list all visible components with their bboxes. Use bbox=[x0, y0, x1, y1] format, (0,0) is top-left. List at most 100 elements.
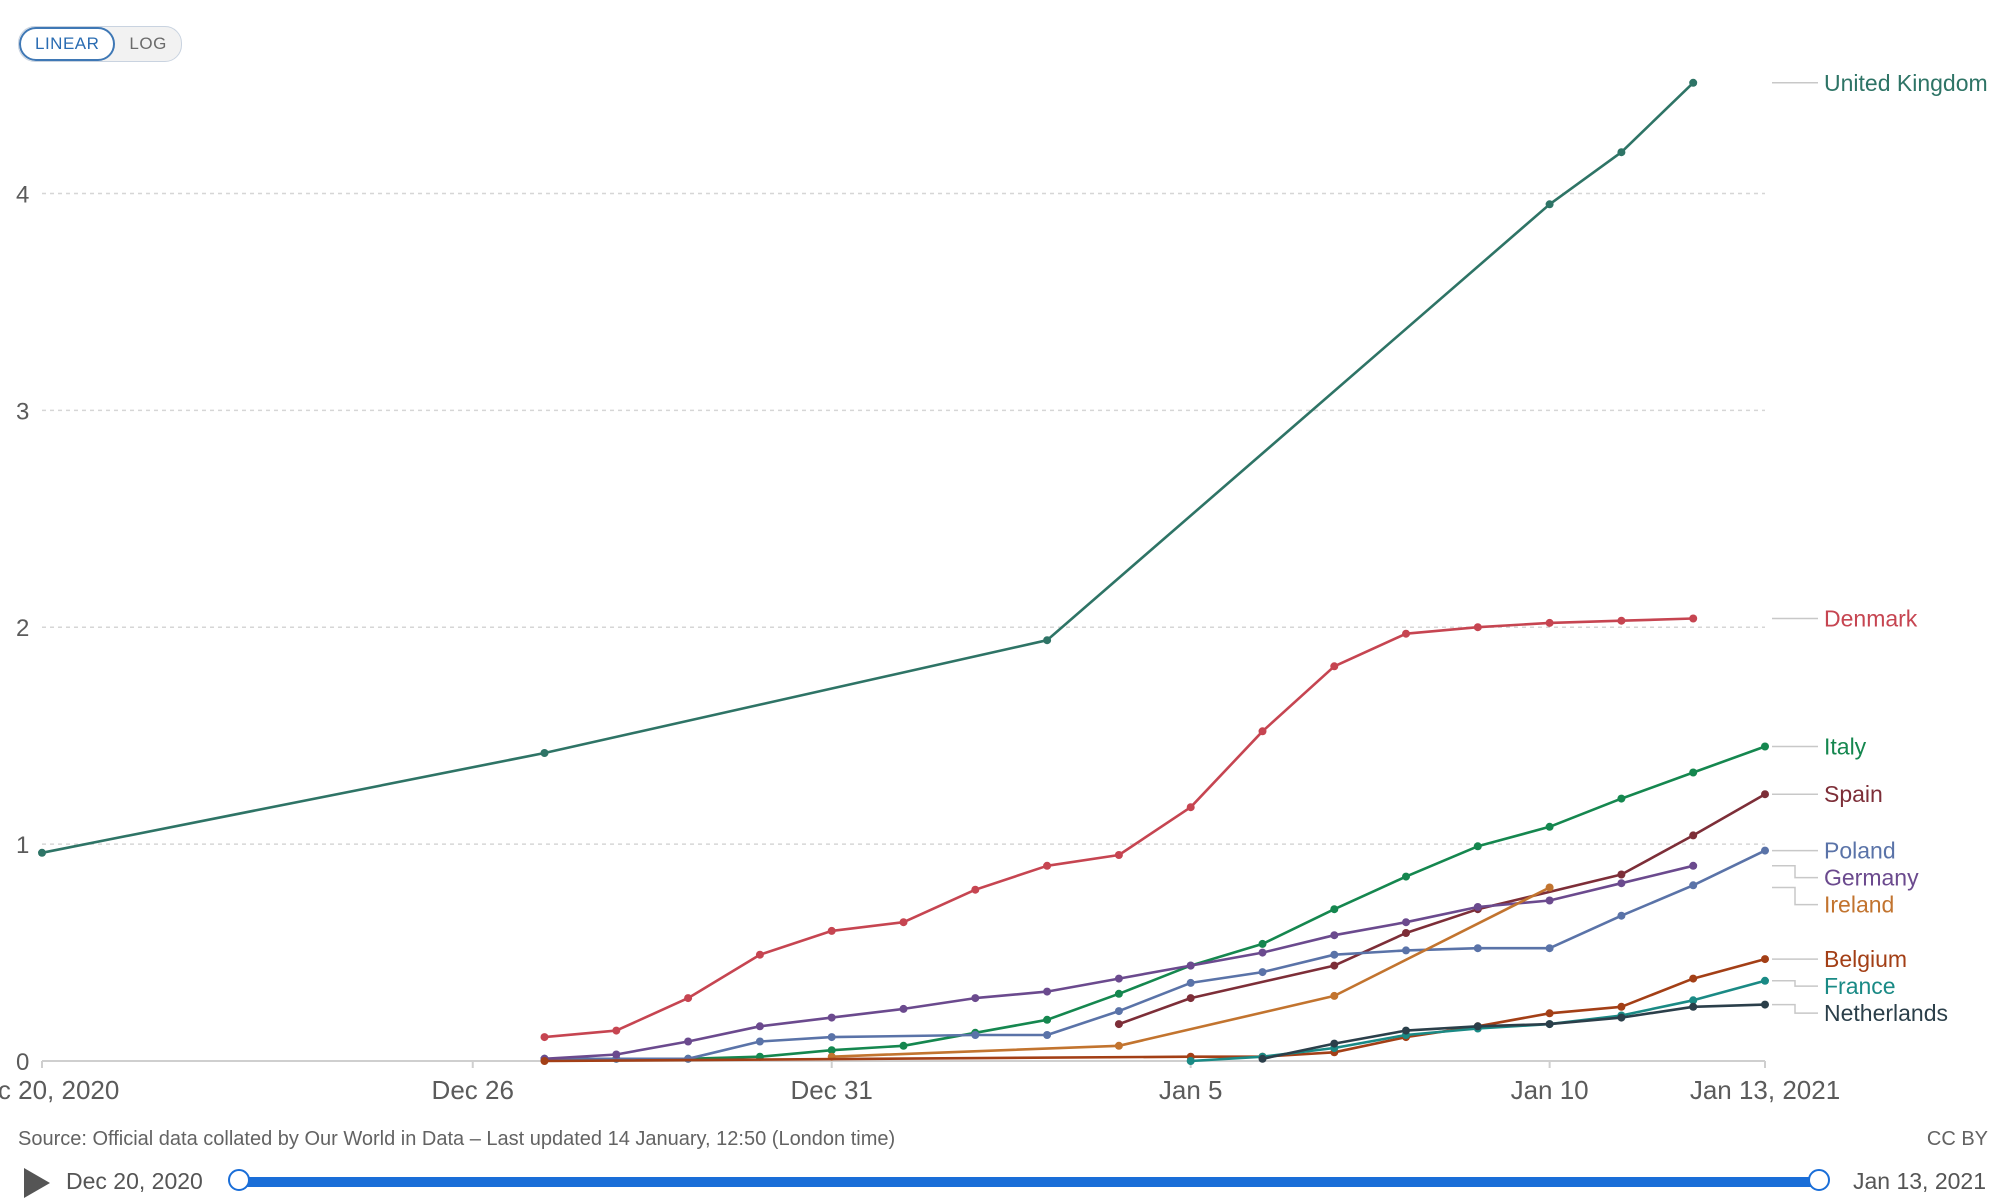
series-denmark bbox=[540, 614, 1698, 1042]
series-line bbox=[544, 849, 1766, 1061]
data-point bbox=[1330, 1039, 1339, 1048]
data-point bbox=[1402, 872, 1410, 881]
play-icon[interactable] bbox=[24, 1168, 50, 1198]
data-point bbox=[1330, 662, 1339, 671]
data-point bbox=[1473, 903, 1482, 911]
data-point bbox=[1114, 1007, 1123, 1016]
data-point bbox=[684, 994, 693, 1003]
scale-toggle: LINEAR LOG bbox=[18, 26, 182, 62]
data-point bbox=[1043, 987, 1052, 996]
data-point bbox=[1689, 614, 1698, 623]
data-point bbox=[1761, 1000, 1769, 1009]
timeline-track[interactable] bbox=[238, 1177, 1818, 1187]
data-point bbox=[1689, 881, 1698, 890]
data-point bbox=[1402, 929, 1410, 937]
data-point bbox=[971, 994, 980, 1003]
data-point bbox=[1617, 794, 1626, 803]
data-point bbox=[1114, 974, 1123, 983]
data-point bbox=[1545, 1020, 1554, 1029]
data-point bbox=[684, 1037, 693, 1046]
timeline-end-handle[interactable] bbox=[1808, 1169, 1830, 1191]
timeline-start-handle[interactable] bbox=[228, 1169, 250, 1191]
series-label-france: France bbox=[1824, 973, 1896, 999]
x-tick-label: Dec 20, 2020 bbox=[0, 1075, 119, 1105]
timeline-end-label: Jan 13, 2021 bbox=[1852, 1168, 1986, 1194]
data-point bbox=[755, 1037, 764, 1046]
series-line bbox=[41, 81, 1695, 855]
data-point bbox=[540, 1033, 549, 1042]
data-point bbox=[827, 1033, 836, 1042]
data-point bbox=[612, 1026, 621, 1035]
data-point bbox=[1330, 950, 1339, 959]
data-point bbox=[1402, 946, 1410, 955]
data-point bbox=[1617, 879, 1626, 888]
data-point bbox=[1043, 636, 1052, 645]
data-point bbox=[1330, 931, 1339, 940]
series-label-belgium: Belgium bbox=[1824, 946, 1907, 972]
data-point bbox=[755, 950, 764, 959]
series-label-netherlands: Netherlands bbox=[1824, 1000, 1948, 1026]
data-point bbox=[1689, 974, 1698, 983]
data-point bbox=[1186, 961, 1195, 970]
timeline-start-label: Dec 20, 2020 bbox=[66, 1168, 203, 1194]
series-germany bbox=[540, 861, 1698, 1063]
data-point bbox=[899, 918, 908, 927]
data-point bbox=[1545, 1009, 1554, 1018]
label-connector bbox=[1772, 865, 1818, 879]
data-point bbox=[1545, 896, 1554, 905]
data-point bbox=[1473, 1022, 1482, 1031]
data-point bbox=[1186, 803, 1195, 812]
series-line bbox=[544, 617, 1694, 1039]
data-point bbox=[1473, 944, 1482, 953]
data-point bbox=[971, 1031, 980, 1039]
data-point bbox=[1402, 629, 1410, 638]
data-point bbox=[1186, 994, 1195, 1003]
data-point bbox=[1689, 831, 1698, 840]
data-point bbox=[1114, 1020, 1123, 1029]
data-point bbox=[1258, 948, 1267, 957]
data-point bbox=[1617, 1013, 1626, 1022]
series-italy bbox=[540, 742, 1769, 1063]
data-point bbox=[1473, 842, 1482, 851]
series-label-italy: Italy bbox=[1824, 734, 1867, 760]
data-point bbox=[1545, 200, 1554, 209]
series-line bbox=[1118, 793, 1766, 1026]
log-scale-button[interactable]: LOG bbox=[129, 34, 167, 53]
data-point bbox=[1114, 851, 1123, 859]
series-label-poland: Poland bbox=[1824, 838, 1896, 864]
series-united-kingdom bbox=[38, 78, 1698, 857]
data-point bbox=[1258, 1054, 1267, 1063]
data-point bbox=[1617, 616, 1626, 625]
data-point bbox=[1330, 961, 1339, 970]
label-connector bbox=[1772, 886, 1818, 906]
y-tick-label: 3 bbox=[16, 398, 29, 425]
x-tick-label: Dec 26 bbox=[432, 1075, 514, 1105]
data-point bbox=[1186, 978, 1195, 987]
series-line bbox=[544, 745, 1766, 1061]
data-point bbox=[1473, 623, 1482, 632]
license-link[interactable]: CC BY bbox=[1926, 1128, 1988, 1150]
data-point bbox=[1330, 905, 1339, 914]
data-point bbox=[1545, 944, 1554, 953]
data-point bbox=[612, 1050, 621, 1059]
data-point bbox=[1761, 790, 1769, 799]
timeline: Dec 20, 2020 Jan 13, 2021 bbox=[0, 1162, 2000, 1202]
y-tick-label: 1 bbox=[16, 832, 29, 859]
x-tick-label: Jan 13, 2021 bbox=[1690, 1075, 1840, 1105]
label-connector bbox=[1772, 980, 1818, 987]
y-tick-label: 4 bbox=[16, 181, 29, 208]
data-point bbox=[540, 749, 549, 757]
data-point bbox=[1330, 991, 1339, 1000]
data-point bbox=[1617, 148, 1626, 157]
data-point bbox=[1402, 918, 1410, 927]
x-tick-label: Dec 31 bbox=[791, 1075, 873, 1105]
data-point bbox=[827, 1013, 836, 1022]
label-connector bbox=[1772, 1003, 1818, 1014]
data-point bbox=[1258, 727, 1267, 736]
data-point bbox=[1402, 1026, 1410, 1035]
x-tick-label: Jan 5 bbox=[1159, 1075, 1223, 1105]
linear-scale-button[interactable]: LINEAR bbox=[19, 27, 116, 61]
data-point bbox=[1761, 955, 1769, 964]
data-point bbox=[1689, 861, 1698, 870]
source-note: Source: Official data collated by Our Wo… bbox=[18, 1128, 896, 1150]
